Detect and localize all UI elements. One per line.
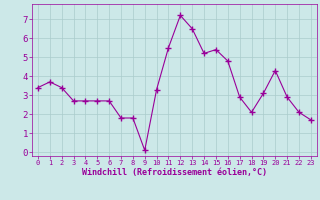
X-axis label: Windchill (Refroidissement éolien,°C): Windchill (Refroidissement éolien,°C): [82, 168, 267, 177]
